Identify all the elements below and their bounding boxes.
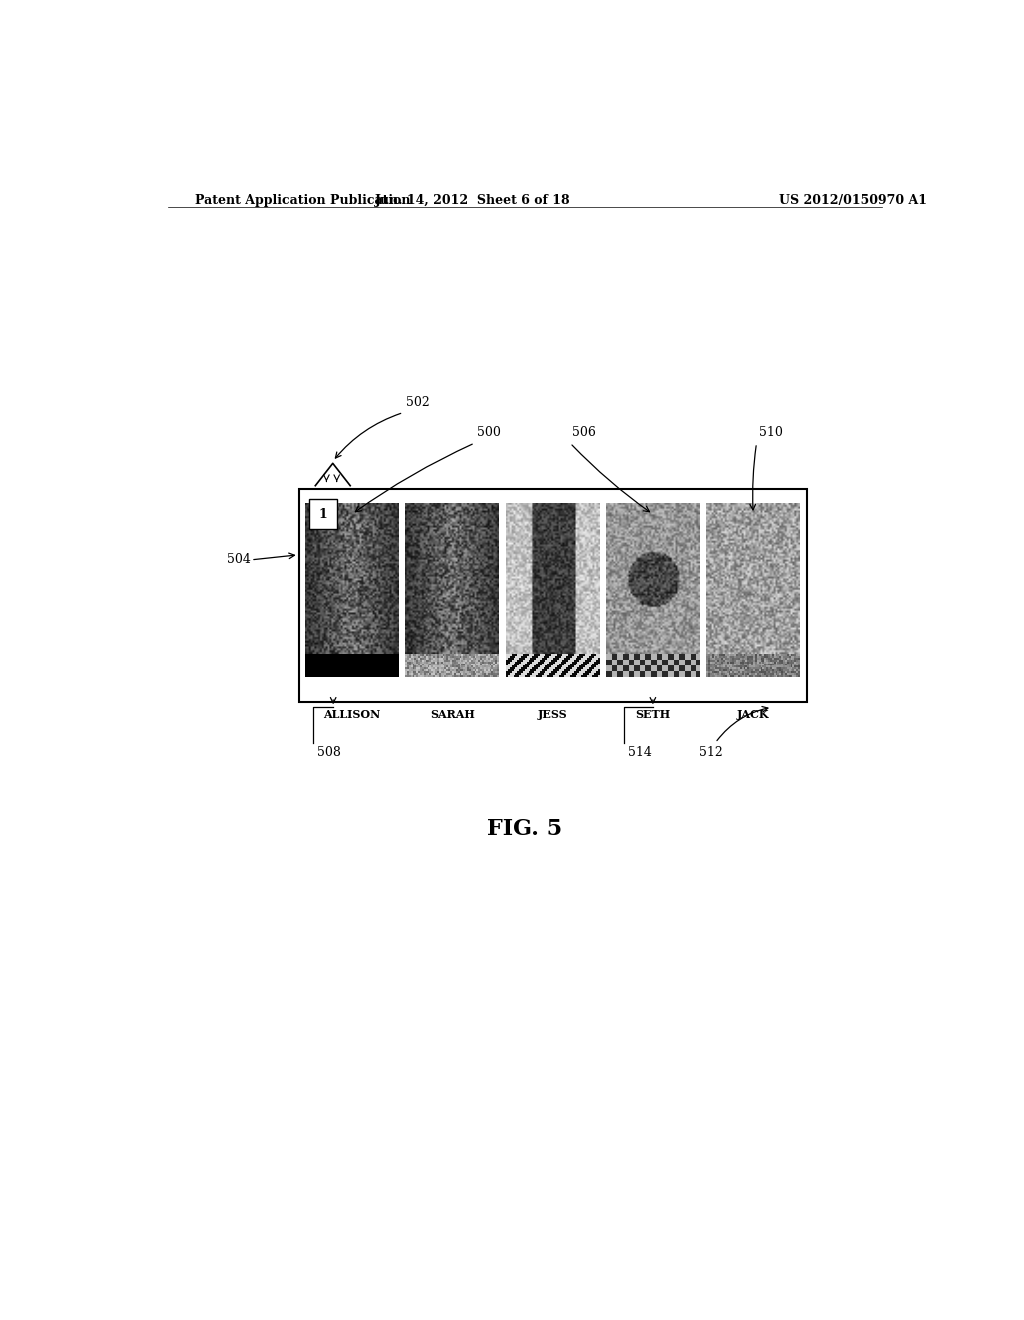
Text: 512: 512 [699,747,723,759]
Text: 500: 500 [477,426,501,440]
Bar [309,499,337,529]
Text: 502: 502 [406,396,429,409]
Text: 510: 510 [759,426,782,440]
Text: SARAH: SARAH [430,709,475,721]
Text: FIG. 5: FIG. 5 [487,818,562,841]
Text: 1: 1 [318,508,328,520]
Text: JESS: JESS [538,709,567,721]
Text: 508: 508 [316,747,341,759]
Text: 506: 506 [572,426,596,440]
Text: ALLISON: ALLISON [324,709,381,721]
Bar [299,488,807,702]
Text: US 2012/0150970 A1: US 2012/0150970 A1 [778,194,927,207]
Text: JACK: JACK [737,709,769,721]
Text: Patent Application Publication: Patent Application Publication [196,194,411,207]
Text: SETH: SETH [635,709,671,721]
Text: 514: 514 [628,747,652,759]
Text: 504: 504 [227,553,251,566]
Text: Jun. 14, 2012  Sheet 6 of 18: Jun. 14, 2012 Sheet 6 of 18 [376,194,571,207]
